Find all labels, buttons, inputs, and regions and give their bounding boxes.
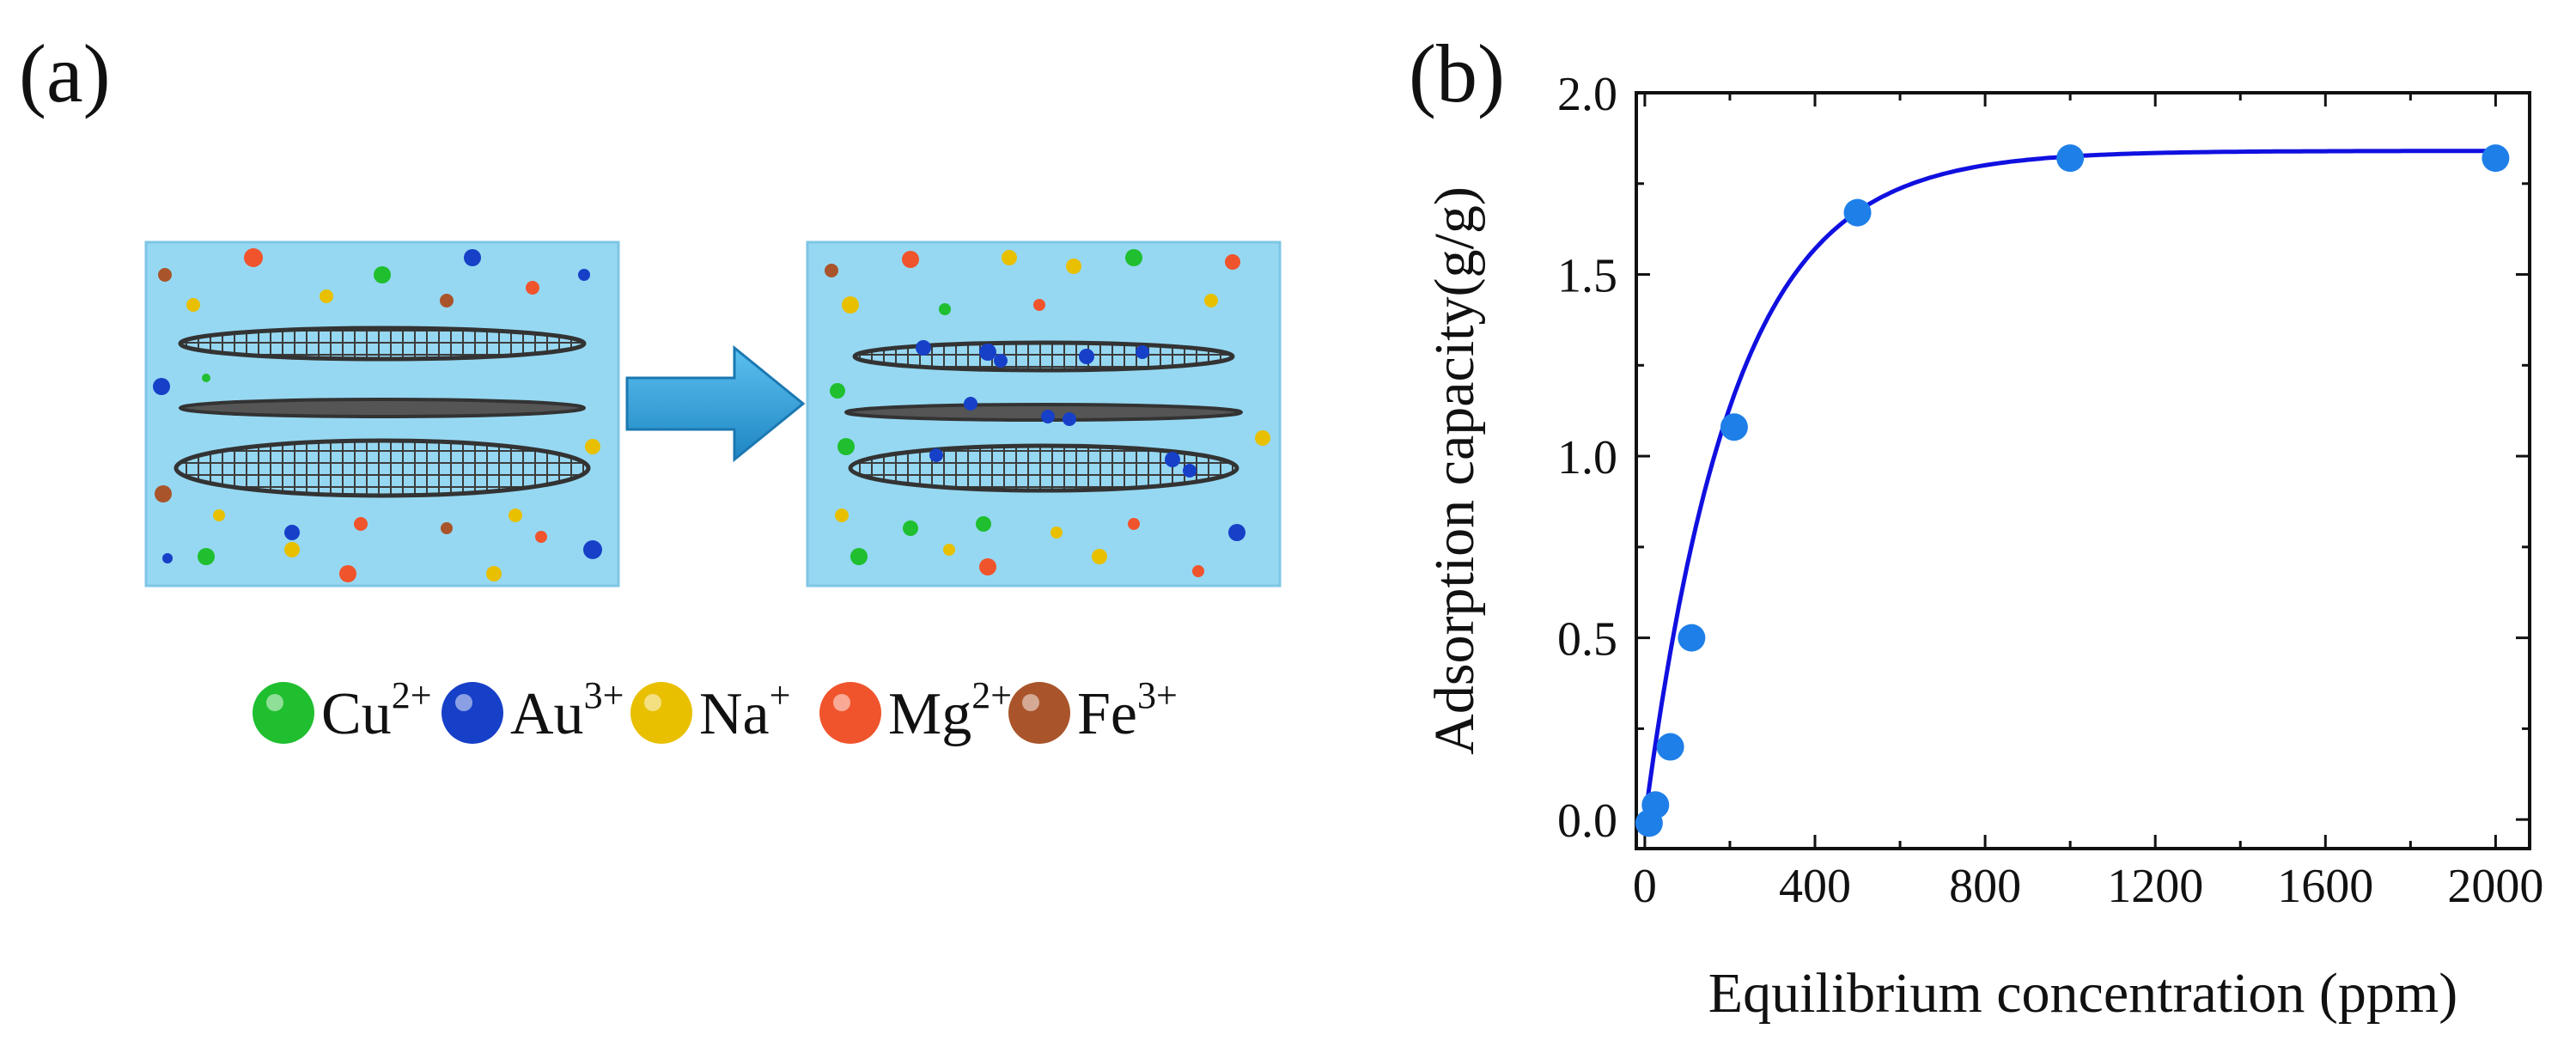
legend-ball-au: [442, 682, 503, 744]
ions-after: [825, 249, 1270, 577]
graphene-sheets-before: [174, 326, 591, 498]
before-box: [144, 240, 620, 587]
data-point: [1656, 733, 1684, 761]
y-tick-label: 2.0: [1557, 68, 1617, 121]
x-tick-label: 800: [1949, 860, 2021, 913]
legend-label: Mg2+: [888, 674, 1012, 747]
data-point: [1641, 791, 1670, 819]
legend-item-na: Na+: [630, 674, 790, 747]
data-point: [1843, 198, 1872, 227]
gold-ions-adsorbed: [916, 340, 1197, 478]
adsorption-isotherm-chart: 0 400 800 1200 1600 2000 0.0 0.5 1.0 1.5 2.0 Equil…: [1423, 68, 2543, 1025]
legend-label: Cu2+: [321, 674, 432, 747]
x-tick-label: 400: [1779, 860, 1851, 913]
legend-label: Na+: [699, 674, 790, 747]
y-axis-title: Adsorption capacity(g/g): [1423, 186, 1486, 755]
plot-frame: [1635, 91, 2531, 850]
legend-item-au: Au3+: [442, 674, 624, 747]
data-point: [1720, 413, 1748, 441]
legend-ball-mg: [819, 682, 881, 744]
legend-item-fe: Fe3+: [1008, 674, 1178, 747]
legend-item-cu: Cu2+: [253, 674, 432, 747]
y-tick-label: 1.0: [1557, 431, 1617, 484]
axis-ticks: 0 400 800 1200 1600 2000 0.0 0.5 1.0 1.5 2.0: [1557, 68, 2543, 913]
adsorption-schematic: Cu2+ Au3+ Na+ Mg2+ Fe3+: [144, 240, 1282, 747]
panel-label-b: (b): [1409, 27, 1505, 119]
after-box: [806, 240, 1282, 587]
data-point: [1678, 624, 1706, 652]
x-tick-label: 2000: [2447, 860, 2543, 913]
x-axis-title: Equilibrium concentration (ppm): [1708, 962, 2457, 1025]
x-tick-label: 1200: [2107, 860, 2203, 913]
legend-ball-cu: [253, 682, 314, 744]
data-points: [1635, 144, 2510, 837]
y-tick-label: 0.5: [1557, 613, 1617, 667]
y-tick-label: 0.0: [1557, 794, 1617, 848]
data-point: [2482, 144, 2510, 173]
legend-ball-fe: [1008, 682, 1070, 744]
ions-before: [153, 248, 602, 582]
legend-item-mg: Mg2+: [819, 674, 1012, 747]
legend-label: Fe3+: [1077, 674, 1178, 747]
legend-label: Au3+: [510, 674, 624, 747]
data-point: [2056, 144, 2085, 173]
x-tick-label: 1600: [2277, 860, 2373, 913]
y-tick-label: 1.5: [1557, 250, 1617, 303]
legend-ball-na: [630, 682, 692, 744]
ion-legend: Cu2+ Au3+ Na+ Mg2+ Fe3+: [253, 674, 1178, 747]
x-tick-label: 0: [1633, 860, 1657, 913]
panel-label-a: (a): [19, 27, 111, 119]
fit-curve: [1642, 149, 2505, 820]
transition-arrow: [625, 344, 806, 463]
